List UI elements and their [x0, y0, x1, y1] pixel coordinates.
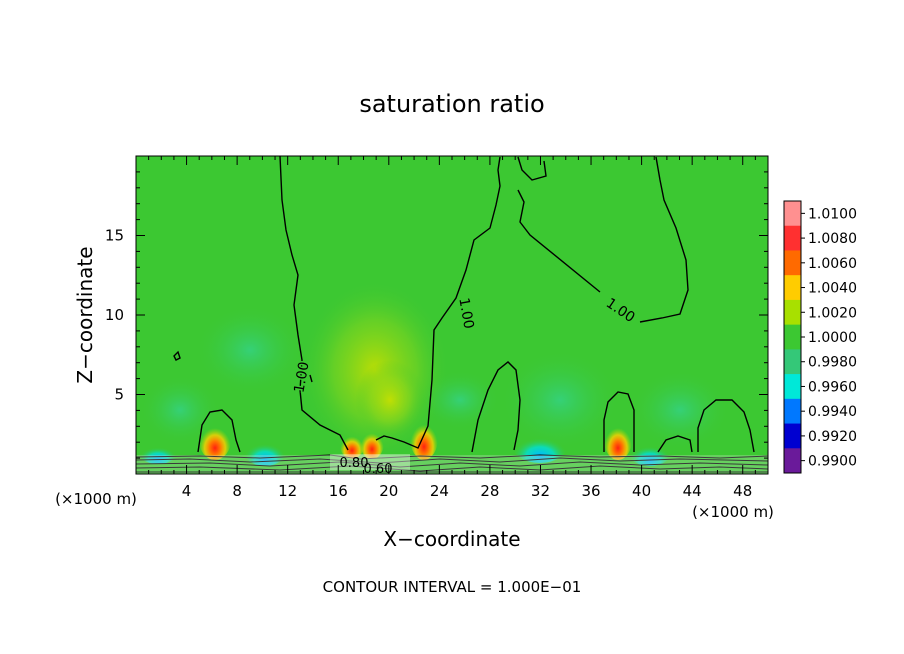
colorbar-label: 0.9920: [808, 429, 857, 445]
chart-title: saturation ratio: [359, 90, 544, 118]
colorbar-swatch: [784, 299, 801, 326]
colorbar: 1.0100 1.0080 1.0060 1.0040 1.0020 1.0000 0.99…: [783, 200, 857, 474]
contours-lower: [136, 454, 768, 473]
surface-band: [136, 455, 768, 474]
colorbar-swatch: [784, 324, 801, 350]
colorbar-label: 1.0080: [808, 231, 857, 247]
y-axis: 5 10 15: [105, 171, 768, 459]
x-tick-label: 16: [329, 482, 348, 500]
x-tick-label: 40: [632, 482, 651, 500]
x-tick-label: 4: [182, 482, 192, 500]
x-tick-label: 8: [232, 482, 242, 500]
x-axis-label: X−coordinate: [383, 527, 520, 551]
x-tick-label: 12: [278, 482, 297, 500]
y-tick-label: 15: [105, 227, 124, 245]
colorbar-swatch: [784, 201, 801, 227]
x-tick-label: 20: [379, 482, 398, 500]
plot-area: [136, 156, 768, 474]
colorbar-label: 1.0100: [808, 206, 857, 222]
contours-1-00: [173, 156, 755, 453]
contour-label: 0.60: [364, 462, 393, 477]
x-unit-left: (×1000 m): [55, 490, 137, 508]
x-tick-label: 24: [430, 482, 449, 500]
colorbar-label: 1.0060: [808, 256, 857, 272]
contour-label: 0.80: [340, 456, 369, 471]
colorbar-swatch: [784, 225, 801, 251]
colorbar-swatch: [784, 398, 801, 424]
x-unit-right: (×1000 m): [692, 503, 774, 521]
colorbar-label: 0.9960: [808, 379, 857, 395]
y-tick-label: 5: [114, 386, 124, 404]
x-axis: 4 8 12 16 20 24 28 32 36 40 44 48: [148, 156, 756, 500]
colorbar-swatch: [784, 374, 801, 400]
colorbar-label: 1.0040: [808, 281, 857, 297]
field-shading: [138, 280, 730, 466]
ground-strip: [330, 454, 410, 470]
colorbar-swatch: [784, 275, 801, 301]
colorbar-swatch: [784, 448, 801, 474]
colorbar-label: 1.0020: [808, 305, 857, 321]
x-tick-label: 44: [683, 482, 702, 500]
x-tick-label: 48: [733, 482, 752, 500]
x-tick-label: 32: [531, 482, 550, 500]
colorbar-label: 1.0000: [808, 330, 857, 346]
y-axis-label: Z−coordinate: [73, 246, 97, 383]
x-tick-label: 36: [581, 482, 600, 500]
x-tick-label: 28: [480, 482, 499, 500]
colorbar-swatch: [784, 250, 801, 276]
colorbar-swatch: [784, 423, 801, 449]
colorbar-label: 0.9900: [808, 454, 857, 470]
colorbar-label: 0.9980: [808, 355, 857, 371]
y-tick-label: 10: [105, 306, 124, 324]
contour-interval-note: CONTOUR INTERVAL = 1.000E−01: [323, 578, 582, 596]
colorbar-swatch: [784, 349, 801, 375]
colorbar-label: 0.9940: [808, 404, 857, 420]
